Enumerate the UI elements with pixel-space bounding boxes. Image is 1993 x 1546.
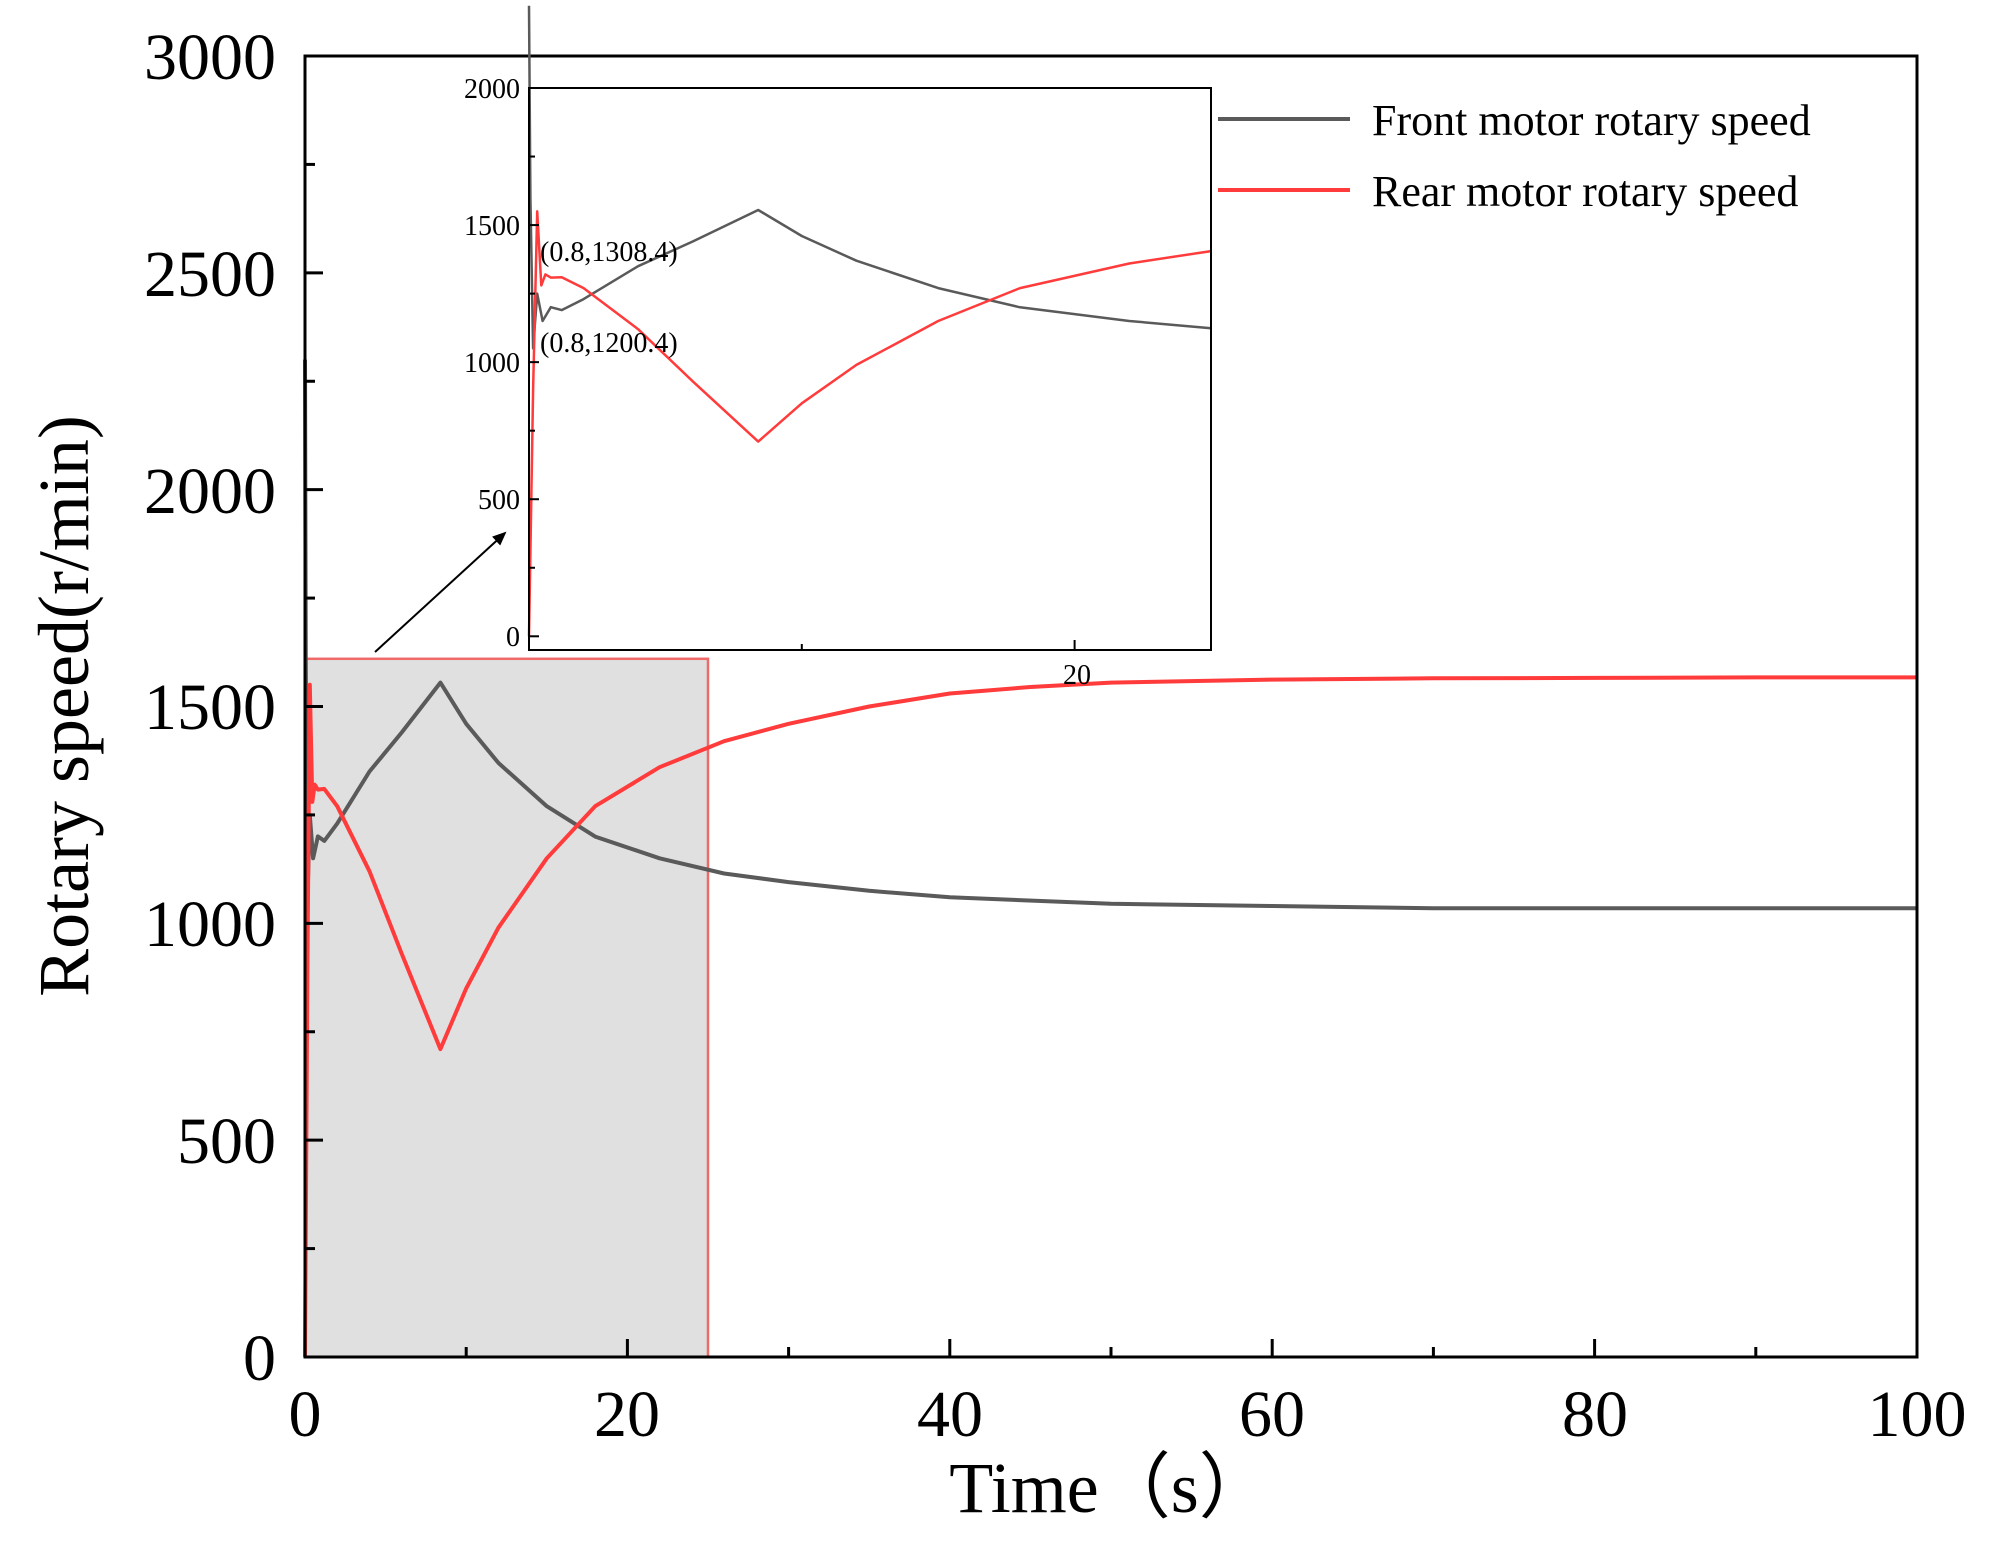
zoom-arrow (374, 531, 507, 653)
y-tick-label: 2000 (144, 455, 276, 528)
y-tick-label: 1000 (144, 888, 276, 961)
inset-tick-marks (528, 87, 1076, 650)
y-tick-label: 1500 (144, 671, 276, 744)
inset-background (529, 88, 1211, 650)
y-axis-title: Rotary speed(r/min) (24, 415, 104, 997)
inset-y-tick-label: 0 (506, 622, 520, 653)
inset-y-tick-label: 1500 (464, 211, 520, 242)
x-tick-label: 20 (594, 1378, 660, 1451)
inset-x-tick-label: 20 (1063, 660, 1091, 691)
inset-plot-frame (528, 87, 1212, 651)
x-tick-label: 0 (289, 1378, 322, 1451)
annotation-rear-point: (0.8,1308.4) (540, 237, 678, 268)
main-x-tick-labels: 0 20 40 60 80 100 (289, 1378, 1967, 1451)
legend: Front motor rotary speed Rear motor rota… (1218, 96, 1811, 216)
rear-motor-series-line (303, 675, 1917, 1358)
inset-y-tick-labels: 0 500 1000 1500 2000 (464, 74, 520, 653)
x-tick-label: 60 (1239, 1378, 1305, 1451)
x-axis-title: Time（s） (949, 1448, 1270, 1528)
x-tick-label: 80 (1562, 1378, 1628, 1451)
y-tick-label: 0 (243, 1322, 276, 1395)
inset-y-tick-label: 1000 (464, 348, 520, 379)
front-motor-series-line (303, 359, 1917, 911)
annotation-front-point: (0.8,1200.4) (540, 328, 678, 359)
y-tick-label: 500 (177, 1105, 276, 1178)
zoom-region (303, 657, 710, 1359)
inset-y-tick-label: 2000 (464, 74, 520, 105)
x-tick-label: 100 (1868, 1378, 1967, 1451)
y-tick-label: 2500 (144, 238, 276, 311)
legend-label-rear: Rear motor rotary speed (1372, 167, 1798, 216)
x-tick-label: 40 (917, 1378, 983, 1451)
inset-rear-motor-series-line (527, 210, 1212, 637)
legend-label-front: Front motor rotary speed (1372, 96, 1811, 145)
main-y-tick-labels: 0 500 1000 1500 2000 2500 3000 (144, 21, 276, 1395)
inset-y-tick-label: 500 (478, 485, 520, 516)
y-tick-label: 3000 (144, 21, 276, 94)
main-tick-marks (303, 54, 1919, 1359)
